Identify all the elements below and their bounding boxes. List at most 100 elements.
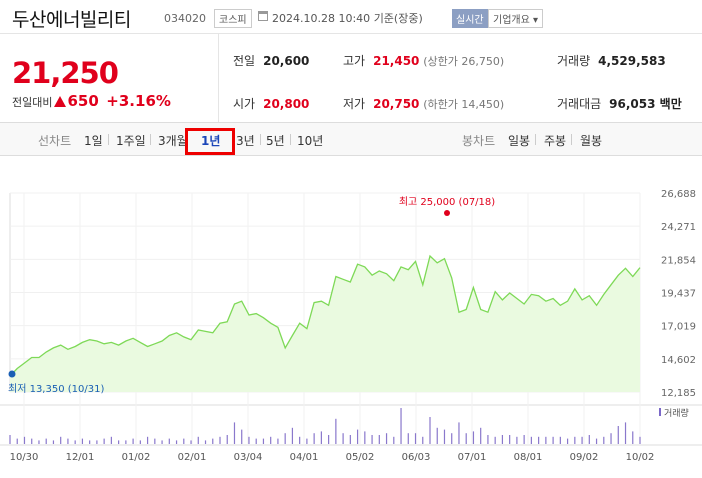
calendar-icon [258, 11, 268, 21]
x-tick-label: 03/04 [234, 452, 263, 463]
tab-monthly[interactable]: 월봉 [580, 134, 603, 148]
volume-bar [356, 429, 359, 444]
volume-bar [523, 435, 525, 444]
volume-bar [45, 438, 47, 444]
tab-1year[interactable]: 1년 [201, 134, 221, 148]
company-info-label: 기업개요 [493, 15, 530, 26]
volume-bar [610, 433, 612, 444]
volume-bar [443, 429, 446, 444]
volume-bar [581, 436, 583, 444]
tab-3year[interactable]: 3년 [236, 134, 255, 148]
volume-bar [183, 438, 185, 444]
volume-bar [429, 417, 431, 444]
volume-bar [146, 436, 149, 444]
candle-chart-label: 봉차트 [462, 134, 496, 148]
tab-3month[interactable]: 3개월 [158, 134, 188, 148]
high-marker [444, 210, 450, 216]
price-line [9, 254, 641, 377]
volume-bar [422, 436, 424, 444]
volume-bar [378, 435, 380, 444]
volume-bar [38, 440, 40, 444]
price-area-fill [10, 256, 640, 392]
volume-bar [328, 435, 330, 444]
volume-bar [31, 438, 33, 444]
high-annotation: 최고 25,000 (07/18) [399, 196, 495, 208]
stock-code: 034020 [164, 12, 206, 25]
volume-bar [349, 435, 351, 444]
low-marker [8, 370, 16, 378]
volume-bar [168, 438, 170, 444]
stat-open-label: 시가 [233, 97, 256, 111]
volume-bar [96, 440, 98, 444]
stock-name: 두산에너빌리티 [12, 9, 131, 31]
volume-bar [23, 436, 26, 444]
stat-low-value: 20,750 [373, 97, 420, 111]
volume-bar [190, 440, 192, 444]
volume-bar [574, 436, 576, 444]
stat-high-label: 고가 [343, 54, 366, 68]
tab-divider [150, 134, 151, 145]
volume-bar [212, 438, 214, 444]
y-tick-label: 26,688 [661, 189, 696, 200]
stat-high-value: 21,450 [373, 54, 420, 68]
datetime: 2024.10.28 10:40 기준(장중) [272, 10, 423, 26]
volume-bar [74, 440, 76, 444]
tab-weekly[interactable]: 주봉 [544, 134, 567, 148]
volume-bar [9, 435, 11, 444]
volume-bar [270, 436, 272, 444]
tab-divider [290, 134, 291, 145]
volume-bar [480, 427, 482, 444]
stat-amount-label: 거래대금 [557, 97, 602, 111]
stat-low: 저가 20,750 (하한가 14,450) [343, 95, 504, 112]
tab-1day[interactable]: 1일 [84, 134, 103, 148]
volume-bar [342, 433, 344, 444]
volume-bar [60, 436, 62, 444]
x-tick-label: 10/30 [10, 452, 39, 463]
stat-amount-value: 96,053 백만 [609, 97, 682, 111]
x-tick-label: 06/03 [402, 452, 431, 463]
volume-bar [103, 438, 105, 444]
volume-bar [617, 426, 619, 444]
volume-bar [67, 438, 69, 444]
up-triangle-icon [54, 96, 67, 107]
tab-5year[interactable]: 5년 [266, 134, 285, 148]
change-value: 650 [67, 92, 99, 110]
volume-bar [219, 436, 221, 444]
y-tick-label: 12,185 [661, 388, 696, 399]
volume-bar [154, 438, 156, 444]
stat-prev: 전일 20,600 [233, 52, 309, 69]
tab-daily[interactable]: 일봉 [508, 134, 531, 148]
x-tick-label: 08/01 [514, 452, 543, 463]
tab-1week[interactable]: 1주일 [116, 134, 146, 148]
stat-prev-label: 전일 [233, 54, 256, 68]
y-tick-label: 24,271 [661, 222, 696, 233]
change-percent: +3.16% [106, 92, 171, 110]
volume-bar [16, 438, 18, 444]
tab-divider [260, 134, 261, 145]
volume-bar [226, 435, 228, 444]
volume-bar [458, 422, 460, 444]
chart-tabs: 선차트 1일 1주일 3개월 1년 3년 5년 10년 봉차트 일봉 주봉 월봉 [0, 122, 702, 156]
tab-10year[interactable]: 10년 [297, 134, 324, 148]
x-tick-label: 09/02 [570, 452, 599, 463]
x-tick-label: 12/01 [66, 452, 95, 463]
stat-volume-value: 4,529,583 [598, 54, 666, 68]
stat-amount: 거래대금 96,053 백만 [557, 95, 682, 112]
volume-bar [320, 431, 322, 444]
realtime-badge[interactable]: 실시간 [452, 9, 488, 28]
volume-bar [494, 436, 496, 444]
price-chart[interactable]: 26,688 24,271 21,854 19,437 17,019 14,602 12,1… [0, 156, 702, 474]
volume-legend: 거래량 [664, 407, 689, 419]
volume-bar [487, 435, 489, 444]
volume-bar [414, 433, 417, 444]
current-price: 21,250 [12, 56, 119, 90]
volume-bar [407, 433, 409, 444]
volume-bar [632, 431, 634, 444]
volume-bar [175, 440, 178, 444]
company-info-dropdown[interactable]: 기업개요 ▾ [488, 9, 544, 28]
volume-bar [110, 436, 112, 444]
x-tick-label: 04/01 [290, 452, 319, 463]
stat-volume: 거래량 4,529,583 [557, 52, 666, 69]
x-tick-label: 01/02 [122, 452, 151, 463]
y-tick-label: 21,854 [661, 255, 696, 266]
